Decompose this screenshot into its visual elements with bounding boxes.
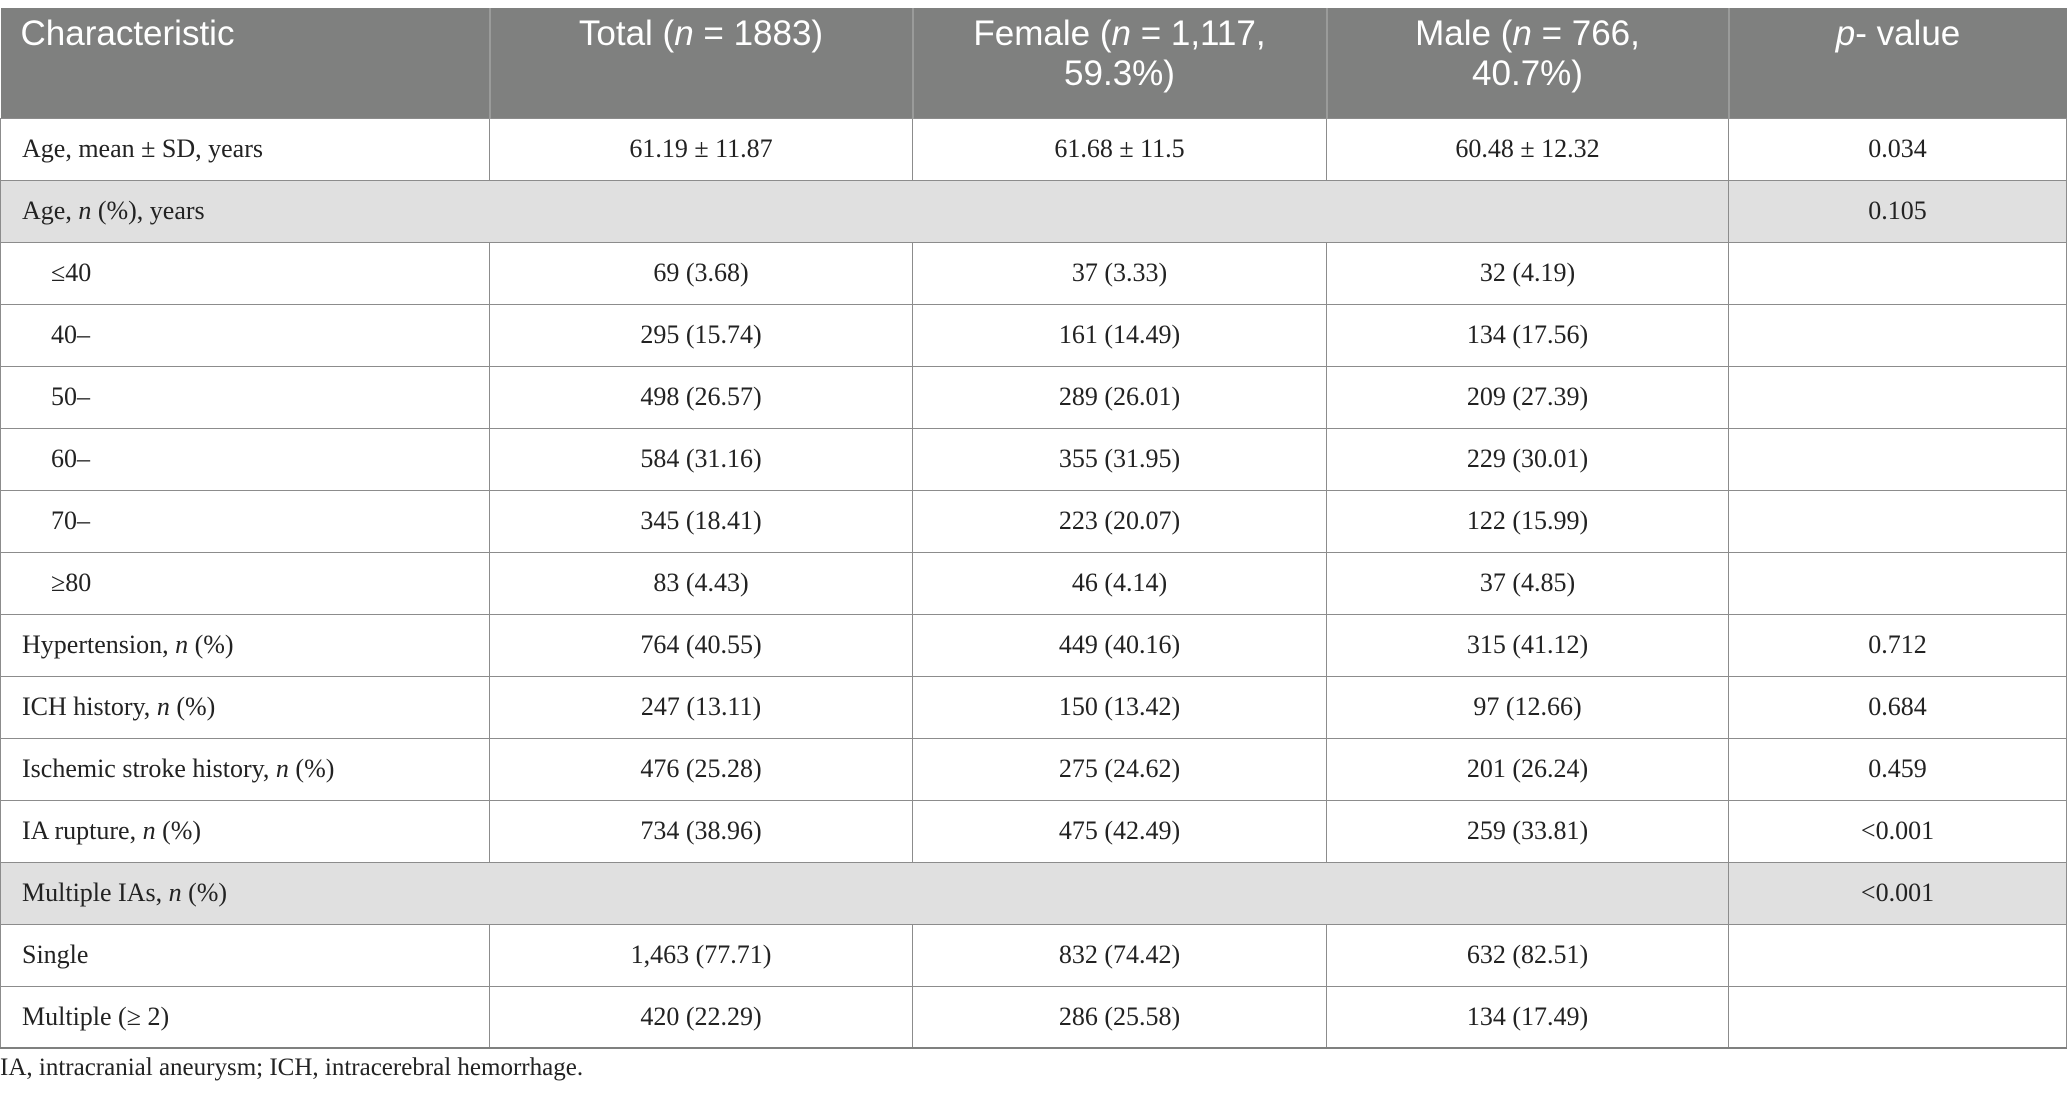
row-label: Ischemic stroke history, n (%) bbox=[0, 737, 490, 801]
table-header-row: Characteristic Total (n = 1883) Female (… bbox=[0, 8, 2067, 118]
header-p-value: p- value bbox=[1727, 8, 2067, 118]
header-female: Female (n = 1,117, 59.3%) bbox=[911, 8, 1327, 118]
row-label: Age, mean ± SD, years bbox=[0, 117, 490, 181]
table-row: ≥80 83 (4.43) 46 (4.14) 37 (4.85) bbox=[0, 551, 2067, 615]
row-label: 40– bbox=[0, 303, 490, 367]
cell-male: 32 (4.19) bbox=[1326, 241, 1729, 305]
cell-p-value: <0.001 bbox=[1728, 799, 2067, 863]
table-group-row: Age, n (%), years 0.105 bbox=[0, 179, 2067, 243]
cell-male: 201 (26.24) bbox=[1326, 737, 1729, 801]
cell-p-value: 0.459 bbox=[1728, 737, 2067, 801]
cell-total: 420 (22.29) bbox=[489, 985, 913, 1049]
cell-p-value: 0.034 bbox=[1728, 117, 2067, 181]
cell-female: 286 (25.58) bbox=[912, 985, 1327, 1049]
table-row: 70– 345 (18.41) 223 (20.07) 122 (15.99) bbox=[0, 489, 2067, 553]
table-row: ≤40 69 (3.68) 37 (3.33) 32 (4.19) bbox=[0, 241, 2067, 305]
cell-female: 61.68 ± 11.5 bbox=[912, 117, 1327, 181]
row-label: ICH history, n (%) bbox=[0, 675, 490, 739]
cell-female: 275 (24.62) bbox=[912, 737, 1327, 801]
row-label: Hypertension, n (%) bbox=[0, 613, 490, 677]
table-row: Multiple (≥ 2) 420 (22.29) 286 (25.58) 1… bbox=[0, 985, 2067, 1049]
cell-female: 289 (26.01) bbox=[912, 365, 1327, 429]
cell-female: 37 (3.33) bbox=[912, 241, 1327, 305]
cell-total: 764 (40.55) bbox=[489, 613, 913, 677]
cell-p-value: 0.105 bbox=[1728, 179, 2067, 243]
cell-p-value bbox=[1728, 985, 2067, 1049]
row-label: IA rupture, n (%) bbox=[0, 799, 490, 863]
table-row: Age, mean ± SD, years 61.19 ± 11.87 61.6… bbox=[0, 117, 2067, 181]
cell-male: 134 (17.49) bbox=[1326, 985, 1729, 1049]
cell-male: 134 (17.56) bbox=[1326, 303, 1729, 367]
cell-male: 60.48 ± 12.32 bbox=[1326, 117, 1729, 181]
cell-total: 345 (18.41) bbox=[489, 489, 913, 553]
cell-total: 476 (25.28) bbox=[489, 737, 913, 801]
row-label: Multiple IAs, n (%) bbox=[0, 861, 1729, 925]
cell-female: 161 (14.49) bbox=[912, 303, 1327, 367]
cell-total: 69 (3.68) bbox=[489, 241, 913, 305]
cell-female: 150 (13.42) bbox=[912, 675, 1327, 739]
header-total: Total (n = 1883) bbox=[488, 8, 913, 118]
cell-female: 46 (4.14) bbox=[912, 551, 1327, 615]
row-label: Multiple (≥ 2) bbox=[0, 985, 490, 1049]
characteristics-table: Characteristic Total (n = 1883) Female (… bbox=[0, 8, 2067, 1049]
cell-p-value bbox=[1728, 303, 2067, 367]
cell-p-value bbox=[1728, 427, 2067, 491]
cell-total: 498 (26.57) bbox=[489, 365, 913, 429]
cell-total: 247 (13.11) bbox=[489, 675, 913, 739]
table-row: IA rupture, n (%) 734 (38.96) 475 (42.49… bbox=[0, 799, 2067, 863]
cell-p-value bbox=[1728, 923, 2067, 987]
cell-female: 355 (31.95) bbox=[912, 427, 1327, 491]
cell-male: 97 (12.66) bbox=[1326, 675, 1729, 739]
cell-total: 295 (15.74) bbox=[489, 303, 913, 367]
cell-total: 734 (38.96) bbox=[489, 799, 913, 863]
cell-female: 449 (40.16) bbox=[912, 613, 1327, 677]
table-footnote: IA, intracranial aneurysm; ICH, intracer… bbox=[0, 1054, 584, 1081]
cell-p-value bbox=[1728, 489, 2067, 553]
row-label: 70– bbox=[0, 489, 490, 553]
row-label: ≥80 bbox=[0, 551, 490, 615]
cell-female: 475 (42.49) bbox=[912, 799, 1327, 863]
table-row: Single 1,463 (77.71) 832 (74.42) 632 (82… bbox=[0, 923, 2067, 987]
cell-total: 584 (31.16) bbox=[489, 427, 913, 491]
cell-male: 632 (82.51) bbox=[1326, 923, 1729, 987]
cell-p-value: 0.684 bbox=[1728, 675, 2067, 739]
cell-p-value: <0.001 bbox=[1728, 861, 2067, 925]
cell-male: 315 (41.12) bbox=[1326, 613, 1729, 677]
cell-p-value bbox=[1728, 365, 2067, 429]
cell-total: 1,463 (77.71) bbox=[489, 923, 913, 987]
cell-male: 229 (30.01) bbox=[1326, 427, 1729, 491]
table-row: 40– 295 (15.74) 161 (14.49) 134 (17.56) bbox=[0, 303, 2067, 367]
cell-female: 832 (74.42) bbox=[912, 923, 1327, 987]
row-label: 60– bbox=[0, 427, 490, 491]
cell-p-value bbox=[1728, 241, 2067, 305]
row-label: 50– bbox=[0, 365, 490, 429]
cell-male: 209 (27.39) bbox=[1326, 365, 1729, 429]
table-row: 60– 584 (31.16) 355 (31.95) 229 (30.01) bbox=[0, 427, 2067, 491]
cell-male: 122 (15.99) bbox=[1326, 489, 1729, 553]
row-label: ≤40 bbox=[0, 241, 490, 305]
table-row: 50– 498 (26.57) 289 (26.01) 209 (27.39) bbox=[0, 365, 2067, 429]
row-label: Age, n (%), years bbox=[0, 179, 1729, 243]
header-characteristic: Characteristic bbox=[0, 8, 490, 118]
header-male: Male (n = 766, 40.7%) bbox=[1325, 8, 1729, 118]
cell-male: 259 (33.81) bbox=[1326, 799, 1729, 863]
cell-total: 61.19 ± 11.87 bbox=[489, 117, 913, 181]
cell-total: 83 (4.43) bbox=[489, 551, 913, 615]
row-label: Single bbox=[0, 923, 490, 987]
cell-p-value: 0.712 bbox=[1728, 613, 2067, 677]
table-row: Ischemic stroke history, n (%) 476 (25.2… bbox=[0, 737, 2067, 801]
table-row: Hypertension, n (%) 764 (40.55) 449 (40.… bbox=[0, 613, 2067, 677]
cell-female: 223 (20.07) bbox=[912, 489, 1327, 553]
table-group-row: Multiple IAs, n (%) <0.001 bbox=[0, 861, 2067, 925]
cell-male: 37 (4.85) bbox=[1326, 551, 1729, 615]
table-row: ICH history, n (%) 247 (13.11) 150 (13.4… bbox=[0, 675, 2067, 739]
cell-p-value bbox=[1728, 551, 2067, 615]
